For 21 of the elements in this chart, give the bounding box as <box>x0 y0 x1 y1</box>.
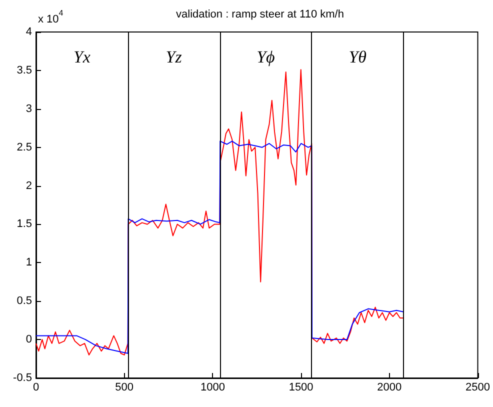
y-tick-label: 0 <box>26 334 32 346</box>
y-tick-label: 1 <box>26 256 32 269</box>
y-tick-label: 1.5 <box>16 218 32 230</box>
chart-title: validation : ramp steer at 110 km/h <box>176 8 344 20</box>
x-tick-label: 2000 <box>377 382 402 394</box>
annotation: Yx <box>73 48 91 66</box>
x-tick-label: 1000 <box>200 382 225 394</box>
line-series <box>36 140 404 354</box>
annotation: Yϕ <box>256 48 276 66</box>
annotation: Yz <box>166 48 182 66</box>
annotation: Yθ <box>348 48 367 66</box>
y-tick-label: 2 <box>26 180 32 192</box>
y-tick-label: 4 <box>26 26 32 38</box>
y-tick-label: 0.5 <box>16 295 32 308</box>
y-tick-label: 2.5 <box>16 141 32 154</box>
y-tick-label: -0.5 <box>13 372 32 384</box>
y-tick-label: 3 <box>26 102 32 115</box>
x-tick-label: 1500 <box>288 382 314 394</box>
x-tick-label: 500 <box>115 382 134 394</box>
x-tick-label: 2500 <box>466 382 490 394</box>
y-tick-label: 3.5 <box>16 64 32 76</box>
